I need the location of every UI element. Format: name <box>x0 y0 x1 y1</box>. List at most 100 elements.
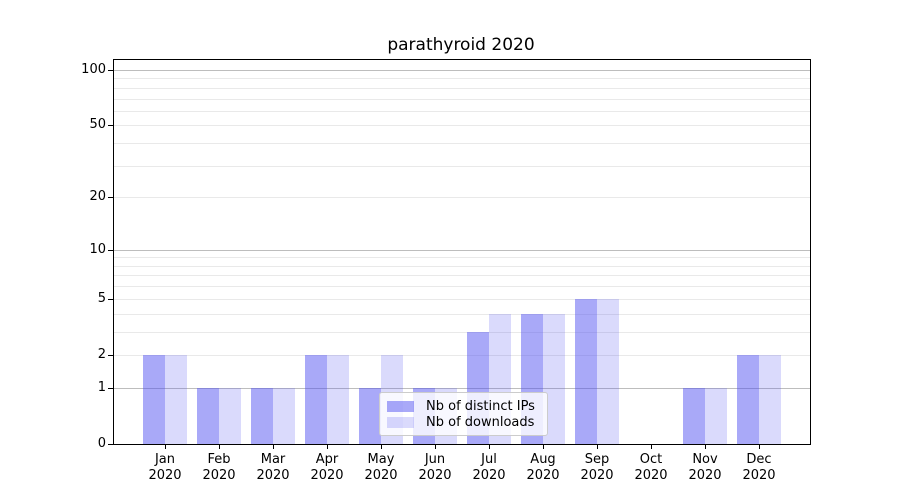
gridline-minor-90 <box>114 78 810 79</box>
x-tick-label-month: Apr <box>315 452 339 467</box>
x-tick-label-year: 2020 <box>364 468 398 483</box>
bar-apr-distinct-ips <box>305 355 327 444</box>
x-tick-label-may: May 2020 <box>341 452 421 484</box>
bar-aug-downloads <box>543 314 565 444</box>
x-tick-label-year: 2020 <box>310 468 344 483</box>
y-tick-mark-50 <box>108 125 113 126</box>
legend-row-downloads: Nb of downloads <box>387 414 540 430</box>
bar-jan-downloads <box>165 355 187 444</box>
bar-dec-distinct-ips <box>737 355 759 444</box>
y-tick-mark-2 <box>108 355 113 356</box>
legend-label-downloads: Nb of downloads <box>426 414 535 430</box>
x-tick-mark-jan <box>165 445 166 449</box>
bar-nov-downloads <box>705 388 727 444</box>
x-tick-mark-apr <box>327 445 328 449</box>
y-tick-label-50: 50 <box>89 117 106 132</box>
gridline-major-1 <box>114 388 810 389</box>
gridline-minor-80 <box>114 88 810 89</box>
y-tick-mark-10 <box>108 250 113 251</box>
x-tick-label-year: 2020 <box>526 468 560 483</box>
x-tick-label-month: Nov <box>692 452 718 467</box>
x-tick-label-month: Sep <box>584 452 610 467</box>
bar-nov-distinct-ips <box>683 388 705 444</box>
y-tick-mark-20 <box>108 197 113 198</box>
y-tick-label-5: 5 <box>97 291 106 306</box>
y-tick-label-1: 1 <box>97 380 106 395</box>
x-tick-mark-dec <box>759 445 760 449</box>
x-tick-label-year: 2020 <box>202 468 236 483</box>
plot-area <box>113 59 811 445</box>
x-tick-label-feb: Feb 2020 <box>179 452 259 484</box>
x-tick-label-month: May <box>367 452 395 467</box>
x-tick-label-year: 2020 <box>418 468 452 483</box>
x-tick-label-year: 2020 <box>742 468 776 483</box>
y-tick-label-10: 10 <box>89 242 106 257</box>
gridline-major-100 <box>114 70 810 71</box>
y-tick-label-20: 20 <box>89 189 106 204</box>
gridline-minor-40 <box>114 143 810 144</box>
legend-swatch-downloads <box>387 416 414 428</box>
x-tick-label-month: Dec <box>746 452 772 467</box>
x-tick-label-year: 2020 <box>688 468 722 483</box>
y-tick-mark-5 <box>108 299 113 300</box>
gridline-minor-4 <box>114 314 810 315</box>
x-tick-mark-feb <box>219 445 220 449</box>
y-tick-mark-1 <box>108 388 113 389</box>
x-tick-label-mar: Mar 2020 <box>233 452 313 484</box>
legend-row-distinct-ips: Nb of distinct IPs <box>387 398 540 414</box>
x-tick-mark-sep <box>597 445 598 449</box>
bar-jan-distinct-ips <box>143 355 165 444</box>
gridline-major-10 <box>114 250 810 251</box>
x-tick-label-year: 2020 <box>580 468 614 483</box>
bar-dec-downloads <box>759 355 781 444</box>
gridline-minor-2 <box>114 355 810 356</box>
gridline-minor-6 <box>114 286 810 287</box>
legend-swatch-distinct-ips <box>387 400 414 412</box>
x-tick-label-apr: Apr 2020 <box>287 452 367 484</box>
x-tick-label-year: 2020 <box>256 468 290 483</box>
x-tick-label-jun: Jun 2020 <box>395 452 475 484</box>
gridline-minor-9 <box>114 257 810 258</box>
bar-apr-downloads <box>327 355 349 444</box>
y-tick-mark-0 <box>108 444 113 445</box>
x-tick-mark-jun <box>435 445 436 449</box>
y-tick-label-0: 0 <box>97 436 106 451</box>
x-tick-label-jul: Jul 2020 <box>449 452 529 484</box>
x-tick-label-aug: Aug 2020 <box>503 452 583 484</box>
x-tick-label-oct: Oct 2020 <box>611 452 691 484</box>
x-tick-mark-may <box>381 445 382 449</box>
x-tick-mark-oct <box>651 445 652 449</box>
legend-label-distinct-ips: Nb of distinct IPs <box>426 398 535 414</box>
legend: Nb of distinct IPs Nb of downloads <box>379 392 548 436</box>
x-tick-label-month: Jun <box>424 452 446 467</box>
x-tick-label-month: Feb <box>207 452 231 467</box>
y-tick-label-100: 100 <box>81 62 106 77</box>
x-tick-label-nov: Nov 2020 <box>665 452 745 484</box>
gridline-minor-60 <box>114 111 810 112</box>
gridline-minor-30 <box>114 166 810 167</box>
bar-feb-distinct-ips <box>197 388 219 444</box>
bar-feb-downloads <box>219 388 241 444</box>
x-tick-label-month: Oct <box>639 452 663 467</box>
x-tick-mark-mar <box>273 445 274 449</box>
x-tick-label-month: Mar <box>260 452 286 467</box>
bar-sep-downloads <box>597 299 619 444</box>
bar-mar-distinct-ips <box>251 388 273 444</box>
x-tick-label-jan: Jan 2020 <box>125 452 205 484</box>
bar-mar-downloads <box>273 388 295 444</box>
gridline-minor-70 <box>114 99 810 100</box>
x-tick-label-month: Jan <box>154 452 176 467</box>
x-tick-label-dec: Dec 2020 <box>719 452 799 484</box>
x-tick-mark-aug <box>543 445 544 449</box>
gridline-minor-5 <box>114 299 810 300</box>
x-tick-label-year: 2020 <box>148 468 182 483</box>
y-tick-label-2: 2 <box>97 347 106 362</box>
y-tick-mark-100 <box>108 70 113 71</box>
x-tick-label-year: 2020 <box>634 468 668 483</box>
x-tick-label-month: Jul <box>481 452 497 467</box>
bar-may-distinct-ips <box>359 388 381 444</box>
gridline-minor-7 <box>114 275 810 276</box>
x-tick-label-sep: Sep 2020 <box>557 452 637 484</box>
gridline-minor-20 <box>114 197 810 198</box>
